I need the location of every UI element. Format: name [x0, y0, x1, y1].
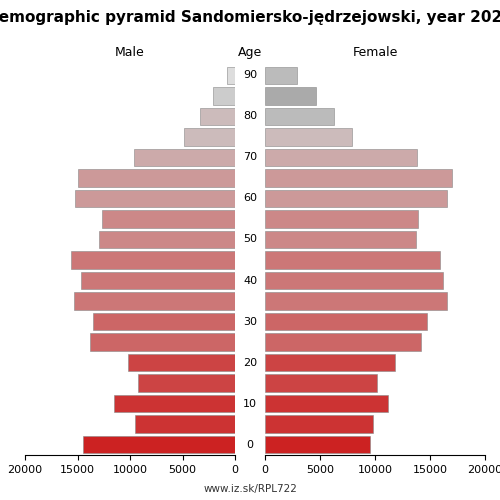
Text: 80: 80: [243, 112, 257, 122]
Bar: [90, 334, 235, 351]
Bar: [78, 169, 235, 186]
Text: 20: 20: [243, 358, 257, 368]
Bar: [83, 436, 235, 454]
Bar: [138, 374, 235, 392]
Bar: [213, 87, 235, 104]
Bar: [265, 313, 426, 330]
Bar: [265, 87, 316, 104]
Bar: [265, 128, 352, 146]
Bar: [265, 66, 297, 84]
Bar: [265, 252, 440, 268]
Bar: [184, 128, 235, 146]
Bar: [226, 66, 235, 84]
Bar: [74, 292, 235, 310]
Bar: [265, 148, 417, 166]
Bar: [200, 108, 235, 125]
Bar: [102, 210, 235, 228]
Bar: [265, 169, 452, 186]
Text: 50: 50: [243, 234, 257, 244]
Bar: [265, 292, 446, 310]
Text: Male: Male: [115, 46, 145, 59]
Bar: [98, 231, 235, 248]
Text: demographic pyramid Sandomiersko-jędrzejowski, year 2022: demographic pyramid Sandomiersko-jędrzej…: [0, 10, 500, 25]
Bar: [135, 416, 235, 433]
Bar: [265, 395, 388, 412]
Bar: [265, 272, 443, 289]
Bar: [265, 334, 421, 351]
Bar: [265, 108, 334, 125]
Text: Age: Age: [238, 46, 262, 59]
Bar: [265, 416, 373, 433]
Bar: [265, 436, 370, 454]
Bar: [265, 374, 377, 392]
Bar: [265, 210, 418, 228]
Text: Female: Female: [352, 46, 398, 59]
Bar: [80, 272, 235, 289]
Bar: [71, 252, 235, 268]
Bar: [265, 354, 395, 372]
Text: 90: 90: [243, 70, 257, 81]
Text: 30: 30: [243, 316, 257, 326]
Bar: [265, 231, 416, 248]
Bar: [114, 395, 235, 412]
Text: 70: 70: [243, 152, 257, 162]
Text: 60: 60: [243, 194, 257, 203]
Text: 10: 10: [243, 398, 257, 408]
Bar: [93, 313, 235, 330]
Bar: [128, 354, 235, 372]
Text: 0: 0: [246, 440, 254, 450]
Text: www.iz.sk/RPL722: www.iz.sk/RPL722: [203, 484, 297, 494]
Bar: [265, 190, 446, 207]
Text: 40: 40: [243, 276, 257, 285]
Bar: [134, 148, 235, 166]
Bar: [76, 190, 235, 207]
